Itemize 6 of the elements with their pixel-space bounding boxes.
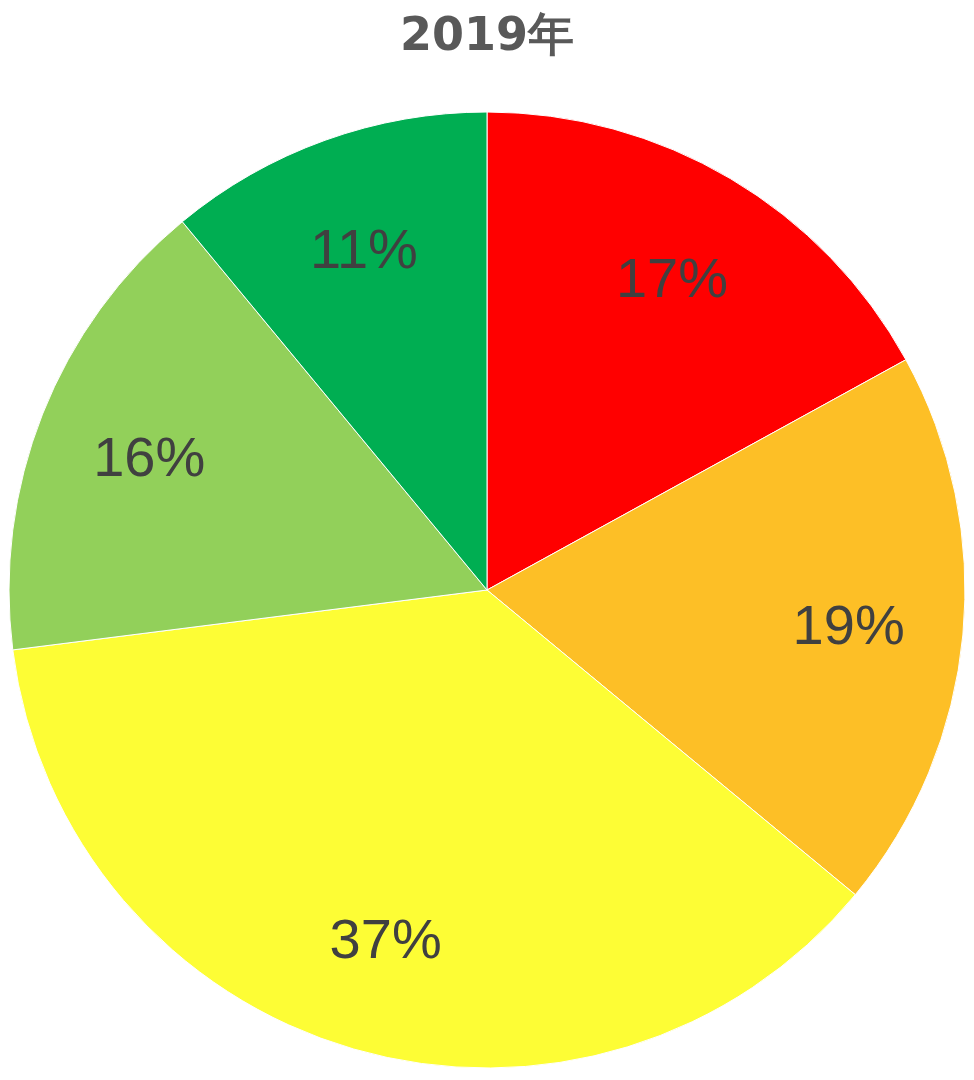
- chart-title: 2019年: [399, 7, 575, 61]
- data-label: 17%: [615, 245, 728, 309]
- data-label: 11%: [309, 216, 418, 280]
- data-label: 37%: [329, 907, 442, 971]
- data-label: 19%: [792, 592, 905, 656]
- data-label: 16%: [93, 424, 206, 488]
